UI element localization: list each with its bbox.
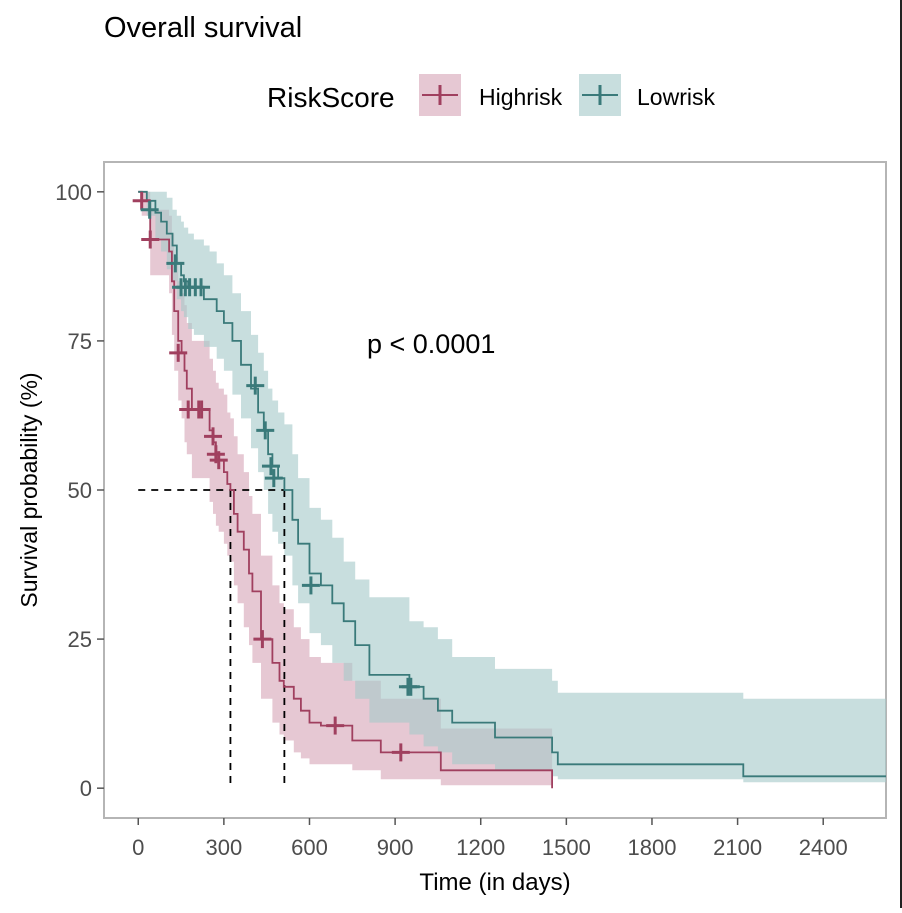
- x-tick-label: 1800: [627, 835, 676, 860]
- highrisk-survival-curve: [138, 190, 553, 789]
- lowrisk-censor-mark: [166, 254, 185, 273]
- y-tick-label: 50: [68, 478, 92, 503]
- highrisk-censor-mark: [132, 191, 151, 210]
- lowrisk-censor-mark: [140, 200, 159, 219]
- y-axis-label: Survival probability (%): [16, 372, 42, 607]
- p-value-annotation: p < 0.0001: [367, 329, 495, 359]
- highrisk-censor-mark: [253, 630, 272, 649]
- x-tick-label: 1200: [456, 835, 505, 860]
- highrisk-censor-mark: [169, 343, 188, 362]
- lowrisk-confidence-band: [138, 191, 886, 783]
- window-edge: [900, 0, 902, 908]
- legend-item-lowrisk: Lowrisk: [579, 74, 715, 116]
- x-tick-label: 300: [206, 835, 243, 860]
- x-tick-label: 0: [132, 835, 144, 860]
- x-tick-label: 1500: [542, 835, 591, 860]
- legend: RiskScore Highrisk Lowrisk: [267, 74, 715, 116]
- chart-title: Overall survival: [104, 12, 302, 44]
- lowrisk-censor-mark: [192, 278, 211, 297]
- y-tick-label: 0: [80, 776, 92, 801]
- x-tick-label: 900: [377, 835, 414, 860]
- highrisk-censor-mark: [192, 400, 211, 419]
- highrisk-censor-mark: [209, 451, 228, 470]
- lowrisk-censor-mark: [401, 677, 420, 696]
- highrisk-censor-mark: [391, 743, 410, 762]
- lowrisk-censor-mark: [301, 576, 320, 595]
- highrisk-censor-mark: [326, 716, 345, 735]
- highrisk-legend-label: Highrisk: [479, 84, 563, 110]
- highrisk-censor-mark: [141, 230, 160, 249]
- lowrisk-censor-mark: [264, 469, 283, 488]
- plot-panel: p < 0.0001: [103, 161, 887, 819]
- y-tick-label: 100: [55, 180, 92, 205]
- lowrisk-censor-mark: [261, 457, 280, 476]
- lowrisk-legend-label: Lowrisk: [637, 84, 715, 110]
- x-tick-label: 2100: [713, 835, 762, 860]
- x-tick-label: 600: [291, 835, 328, 860]
- lowrisk-survival-curve: [138, 190, 886, 778]
- x-axis-label: Time (in days): [419, 869, 570, 896]
- legend-title: RiskScore: [267, 82, 395, 113]
- lowrisk-censor-mark: [256, 421, 275, 440]
- lowrisk-censor-mark: [246, 376, 265, 395]
- axes: 0 300 600 900 1200 1500 1800 2100 2400 0 25 50 75 100: [55, 180, 847, 860]
- y-tick-label: 25: [68, 627, 92, 652]
- highrisk-censor-mark: [204, 427, 223, 446]
- legend-item-highrisk: Highrisk: [419, 74, 563, 116]
- y-tick-label: 75: [68, 329, 92, 354]
- x-tick-label: 2400: [799, 835, 848, 860]
